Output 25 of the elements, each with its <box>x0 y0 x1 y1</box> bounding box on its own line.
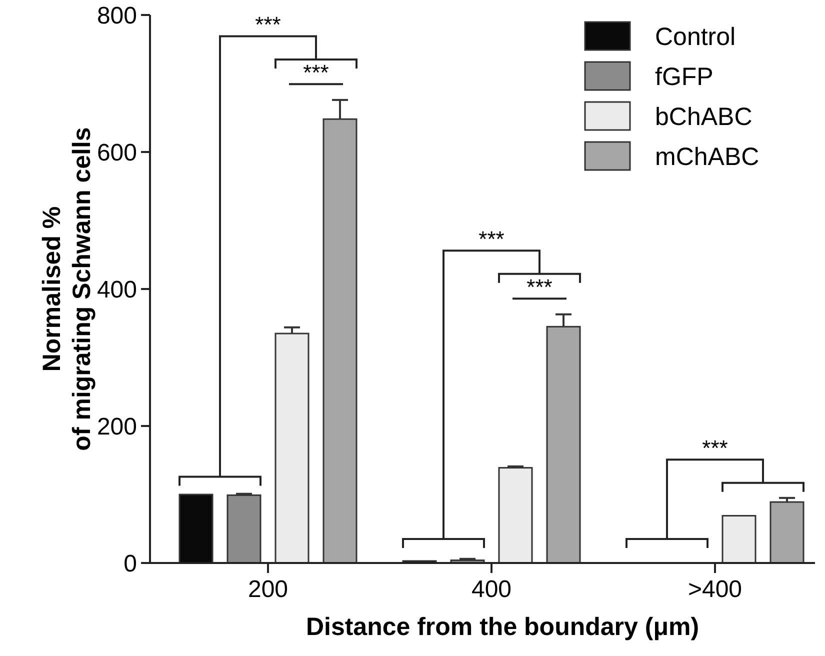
legend-label: mChABC <box>655 142 760 171</box>
y-tick-label: 800 <box>96 2 137 30</box>
bar <box>770 501 804 564</box>
y-tick-label: 400 <box>96 276 137 304</box>
legend-label: fGFP <box>655 62 714 91</box>
annotation: *** <box>702 436 728 461</box>
bar <box>274 332 310 564</box>
y-tick-label: 600 <box>96 139 137 166</box>
x-tick-label: >400 <box>688 576 742 603</box>
annotation: *** <box>526 274 553 300</box>
bar <box>178 494 214 564</box>
bar <box>722 514 756 564</box>
annotation: *** <box>255 12 282 38</box>
legend-label: bChABC <box>655 102 752 131</box>
y-tick-label: 200 <box>96 413 137 440</box>
legend-label: Control <box>655 22 736 51</box>
x-axis-title: Distance from the boundary (μm) <box>306 613 700 641</box>
annotation: *** <box>478 226 505 252</box>
x-tick-label: 400 <box>471 576 512 603</box>
bar <box>498 467 533 564</box>
annotation: *** <box>303 60 330 86</box>
x-tick-label: 200 <box>248 576 288 603</box>
y-axis-title: Normalised % of migrating Schwann cells <box>38 127 96 451</box>
bar <box>226 494 262 564</box>
y-tick-label: 0 <box>124 550 137 578</box>
